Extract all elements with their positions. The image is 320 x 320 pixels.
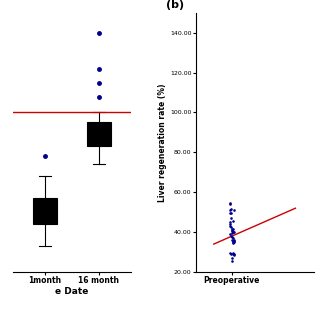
Point [228, 215, 233, 220]
Point [231, 238, 236, 244]
Point [229, 238, 234, 243]
Point [232, 237, 237, 242]
Point [229, 228, 235, 233]
Point [228, 225, 234, 230]
PathPatch shape [86, 123, 111, 146]
Point [230, 218, 235, 223]
Point [228, 208, 233, 213]
Point [230, 256, 235, 261]
Point [230, 229, 235, 234]
Point [231, 239, 236, 244]
Point [229, 230, 235, 236]
Point [230, 240, 236, 245]
Point [228, 206, 234, 212]
Point [228, 202, 233, 207]
Point [227, 210, 232, 215]
Point [227, 201, 232, 206]
Point [231, 240, 236, 245]
Point [228, 222, 233, 227]
PathPatch shape [33, 198, 57, 224]
X-axis label: e Date: e Date [55, 286, 88, 296]
Point [231, 251, 236, 256]
Point [227, 231, 232, 236]
Point [229, 227, 234, 232]
Point [230, 230, 236, 235]
Point [231, 208, 236, 213]
Point [231, 239, 236, 244]
Point [230, 234, 235, 239]
Point [231, 252, 236, 257]
Point [231, 252, 236, 257]
Point [228, 211, 234, 216]
Point [229, 259, 235, 264]
Point [228, 219, 233, 224]
Point [230, 235, 236, 240]
Point [228, 223, 233, 228]
Point [228, 234, 234, 239]
Point [231, 229, 236, 235]
Point [227, 250, 232, 255]
Point [229, 228, 234, 233]
Text: (b): (b) [166, 0, 184, 10]
Point [231, 227, 236, 232]
Point [228, 251, 234, 256]
Y-axis label: Liver regeneration rate (%): Liver regeneration rate (%) [158, 83, 167, 202]
Point [231, 250, 236, 255]
